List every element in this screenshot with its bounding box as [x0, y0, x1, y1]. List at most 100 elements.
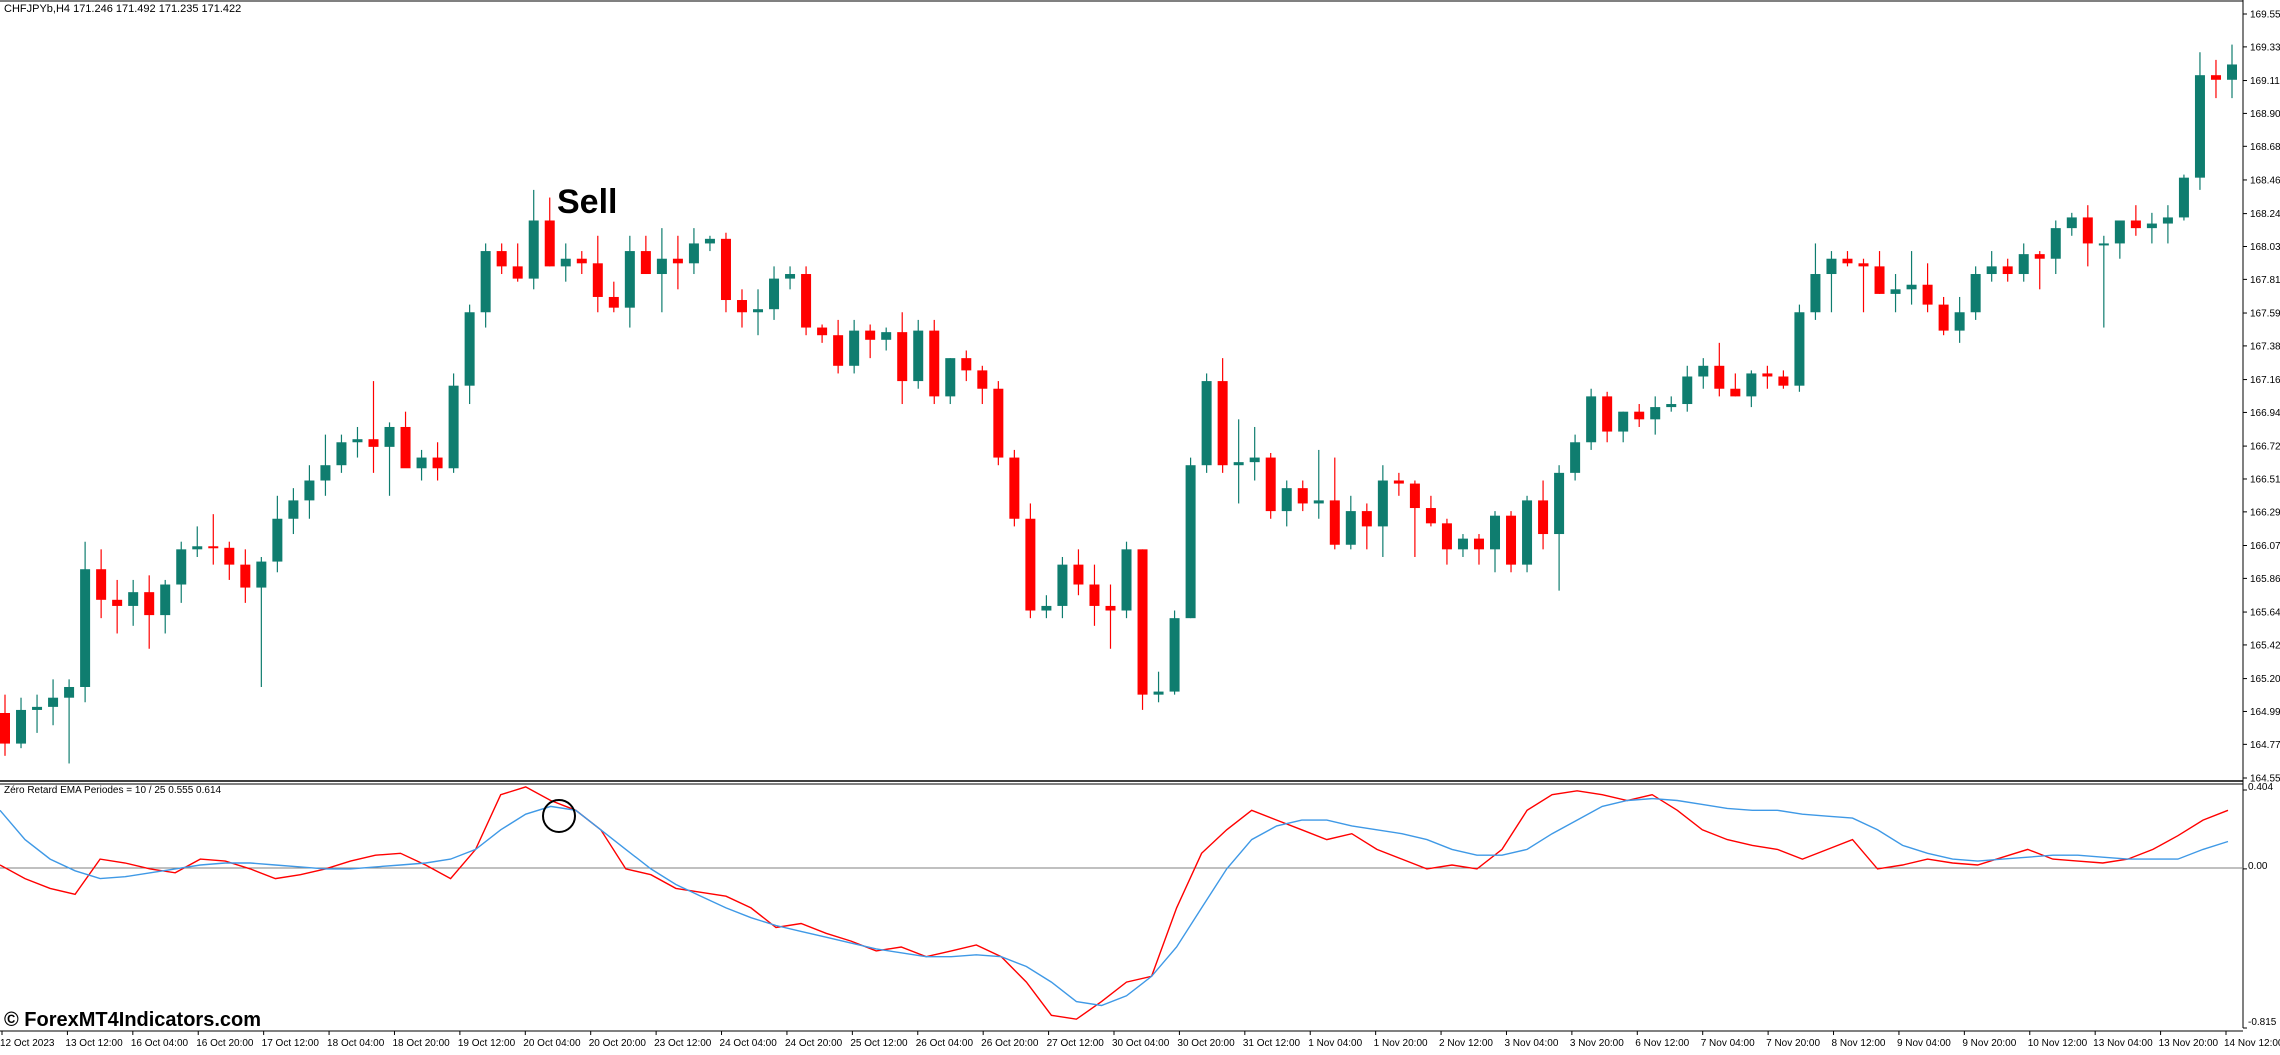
candle	[1153, 671, 1164, 703]
candle	[929, 319, 940, 405]
candle	[64, 679, 75, 764]
candle	[32, 694, 43, 733]
candle	[1009, 449, 1020, 527]
indicator-scale-top: 0.404	[2248, 782, 2274, 793]
candle	[913, 319, 924, 389]
indicator-fast-line	[0, 786, 2229, 1020]
candle	[1714, 342, 1725, 397]
candle	[1185, 457, 1196, 619]
candle	[368, 381, 379, 473]
candle	[128, 579, 139, 626]
time-tick-label: 20 Oct 04:00	[523, 1038, 581, 1049]
candle	[16, 697, 27, 749]
time-tick-label: 12 Oct 2023	[0, 1038, 55, 1049]
price-tick-label: 167.815	[2250, 275, 2280, 286]
candle	[1698, 358, 1709, 389]
candle	[1554, 465, 1565, 591]
price-tick-label: 167.595	[2250, 309, 2280, 320]
candle	[2227, 44, 2237, 99]
price-tick-label: 166.945	[2250, 408, 2280, 419]
time-tick-label: 7 Nov 04:00	[1701, 1038, 1755, 1049]
candle	[400, 411, 411, 469]
candle	[1377, 465, 1388, 557]
price-tick-label: 167.380	[2250, 341, 2280, 352]
candle	[2162, 205, 2173, 244]
candle	[416, 449, 427, 481]
time-tick-label: 13 Nov 20:00	[2159, 1038, 2219, 1049]
watermark: © ForexMT4Indicators.com	[4, 1009, 262, 1031]
time-tick-label: 9 Nov 20:00	[1962, 1038, 2016, 1049]
candle	[1602, 391, 1613, 443]
time-tick-label: 25 Oct 12:00	[850, 1038, 908, 1049]
candle	[592, 235, 603, 313]
candle	[2034, 251, 2045, 290]
indicator-lines	[0, 786, 2229, 1020]
candle	[1457, 534, 1468, 557]
candle	[1906, 251, 1917, 305]
candle	[1618, 411, 1629, 443]
time-tick-label: 6 Nov 12:00	[1635, 1038, 1689, 1049]
time-tick-label: 17 Oct 12:00	[262, 1038, 320, 1049]
price-tick-label: 166.725	[2250, 442, 2280, 453]
price-tick-label: 168.685	[2250, 142, 2280, 153]
price-tick-label: 164.990	[2250, 707, 2280, 718]
price-tick-label: 165.860	[2250, 574, 2280, 585]
candle	[1233, 419, 1244, 504]
time-tick-label: 16 Oct 20:00	[196, 1038, 254, 1049]
time-tick-label: 2 Nov 12:00	[1439, 1038, 1493, 1049]
candle	[640, 235, 651, 275]
candle	[753, 289, 764, 336]
time-tick-label: 19 Oct 12:00	[458, 1038, 516, 1049]
time-tick-label: 8 Nov 12:00	[1832, 1038, 1886, 1049]
time-tick-label: 26 Oct 20:00	[981, 1038, 1039, 1049]
candle	[256, 556, 267, 687]
candle	[1842, 251, 1853, 267]
candle	[2194, 52, 2205, 190]
candle	[1089, 564, 1100, 626]
time-tick-label: 1 Nov 20:00	[1374, 1038, 1428, 1049]
candle	[1522, 495, 1533, 573]
price-tick-label: 167.160	[2250, 375, 2280, 386]
candle	[1265, 452, 1276, 519]
candle	[2210, 59, 2221, 99]
price-tick-label: 165.205	[2250, 674, 2280, 685]
candle	[2178, 174, 2189, 221]
candle	[624, 235, 635, 328]
candle	[1570, 434, 1581, 481]
candle	[496, 243, 507, 275]
candle	[2146, 212, 2157, 244]
candle	[112, 579, 123, 634]
candle	[1986, 251, 1997, 282]
candle	[1954, 296, 1965, 343]
candle	[1041, 595, 1052, 619]
indicator-header: Zéro Retard EMA Periodes = 10 / 25 0.555…	[4, 785, 222, 796]
price-tick-label: 169.115	[2250, 76, 2280, 87]
candle	[448, 373, 459, 473]
price-tick-label: 168.030	[2250, 242, 2280, 253]
crossover-marker	[542, 799, 576, 833]
price-tick-label: 168.245	[2250, 209, 2280, 220]
candle	[144, 575, 155, 649]
time-tick-label: 26 Oct 04:00	[916, 1038, 974, 1049]
candle	[1201, 373, 1212, 473]
candle	[688, 228, 699, 275]
candle	[1073, 549, 1084, 596]
candle	[769, 266, 780, 320]
time-tick-label: 18 Oct 04:00	[327, 1038, 385, 1049]
candle	[1730, 373, 1741, 397]
price-tick-label: 165.425	[2250, 640, 2280, 651]
price-tick-label: 166.510	[2250, 474, 2280, 485]
candle	[672, 235, 683, 290]
candle	[1409, 480, 1420, 557]
candle	[1121, 541, 1132, 619]
candle	[160, 579, 171, 634]
time-tick-label: 24 Oct 04:00	[720, 1038, 778, 1049]
candle	[993, 381, 1004, 466]
candle	[1858, 258, 1869, 313]
candle	[1810, 243, 1821, 320]
candle	[2002, 258, 2013, 282]
candle	[1025, 503, 1036, 619]
indicator-scale-zero: 0.00	[2248, 861, 2268, 872]
